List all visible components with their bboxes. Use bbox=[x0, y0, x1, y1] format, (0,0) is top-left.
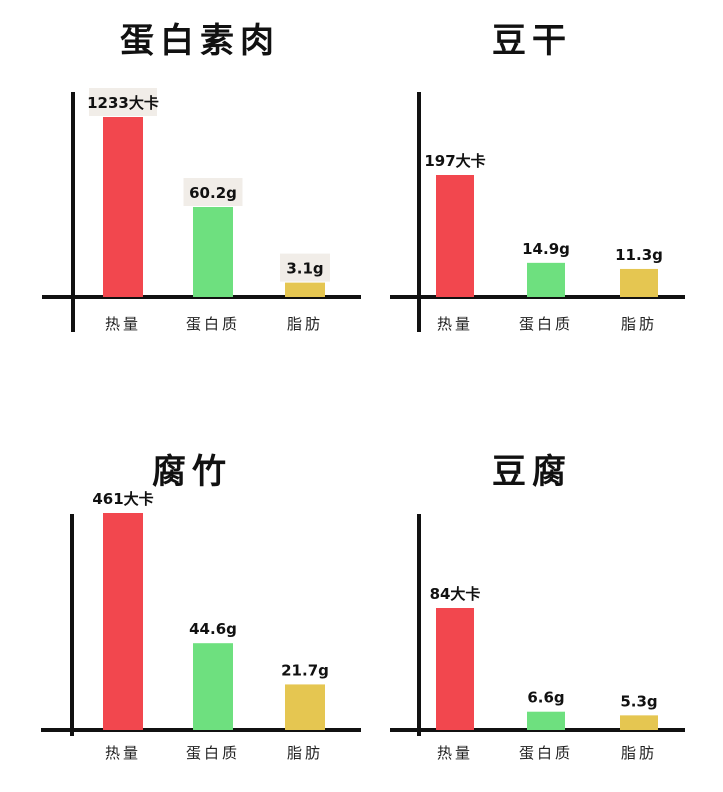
bar-2 bbox=[193, 207, 233, 297]
bar-1 bbox=[436, 608, 474, 730]
value-label: 44.6g bbox=[189, 620, 237, 638]
bar-3 bbox=[620, 715, 658, 730]
value-label: 5.3g bbox=[620, 692, 657, 710]
chart-title: 蛋白素肉 bbox=[120, 21, 280, 61]
value-label: 1233大卡 bbox=[87, 94, 159, 112]
value-label: 3.1g bbox=[286, 260, 323, 278]
chart-panel-3: 腐竹 461大卡热量 44.6g 蛋白质 21.7g 脂肪 bbox=[0, 396, 361, 792]
bar-3 bbox=[285, 282, 325, 297]
value-label: 461大卡 bbox=[92, 490, 153, 508]
bar-1 bbox=[103, 117, 143, 297]
chart-panel-2: 豆干 197大卡热量 14.9g 蛋白质 11.3g 脂肪 bbox=[361, 0, 723, 396]
category-label: 脂肪 bbox=[287, 744, 323, 762]
bar-1 bbox=[436, 175, 474, 297]
category-label: 热量 bbox=[437, 744, 473, 762]
value-label: 14.9g bbox=[522, 240, 570, 258]
bar-2 bbox=[527, 711, 565, 730]
value-label: 21.7g bbox=[281, 661, 329, 679]
chart-panel-1: 蛋白素肉 1233大卡 热量 60.2g 蛋白质 3.1g 脂肪 bbox=[0, 0, 361, 396]
value-label: 60.2g bbox=[189, 184, 237, 202]
value-label: 11.3g bbox=[615, 246, 663, 264]
bar-3 bbox=[620, 268, 658, 297]
category-label: 脂肪 bbox=[287, 315, 323, 333]
bar-3 bbox=[285, 684, 325, 730]
category-label: 蛋白质 bbox=[519, 315, 573, 333]
category-label: 蛋白质 bbox=[186, 744, 240, 762]
category-label: 蛋白质 bbox=[186, 315, 240, 333]
bar-2 bbox=[527, 262, 565, 297]
category-label: 热量 bbox=[105, 744, 141, 762]
category-label: 蛋白质 bbox=[519, 744, 573, 762]
chart-title: 腐竹 bbox=[152, 452, 232, 492]
bar-2 bbox=[193, 643, 233, 730]
value-label-box bbox=[89, 88, 157, 116]
value-label-box bbox=[183, 178, 243, 206]
category-label: 脂肪 bbox=[621, 744, 657, 762]
value-label: 197大卡 bbox=[424, 152, 485, 170]
chart-title: 豆干 bbox=[492, 21, 572, 61]
chart-panel-4: 豆腐 84大卡热量 6.6g 蛋白质 5.3g 脂肪 bbox=[361, 396, 723, 792]
category-label: 脂肪 bbox=[621, 315, 657, 333]
bar-1 bbox=[103, 513, 143, 730]
value-label: 6.6g bbox=[527, 689, 564, 707]
value-label: 84大卡 bbox=[430, 585, 481, 603]
chart-title: 豆腐 bbox=[492, 452, 572, 492]
category-label: 热量 bbox=[105, 315, 141, 333]
category-label: 热量 bbox=[437, 315, 473, 333]
value-label-box bbox=[280, 253, 330, 282]
